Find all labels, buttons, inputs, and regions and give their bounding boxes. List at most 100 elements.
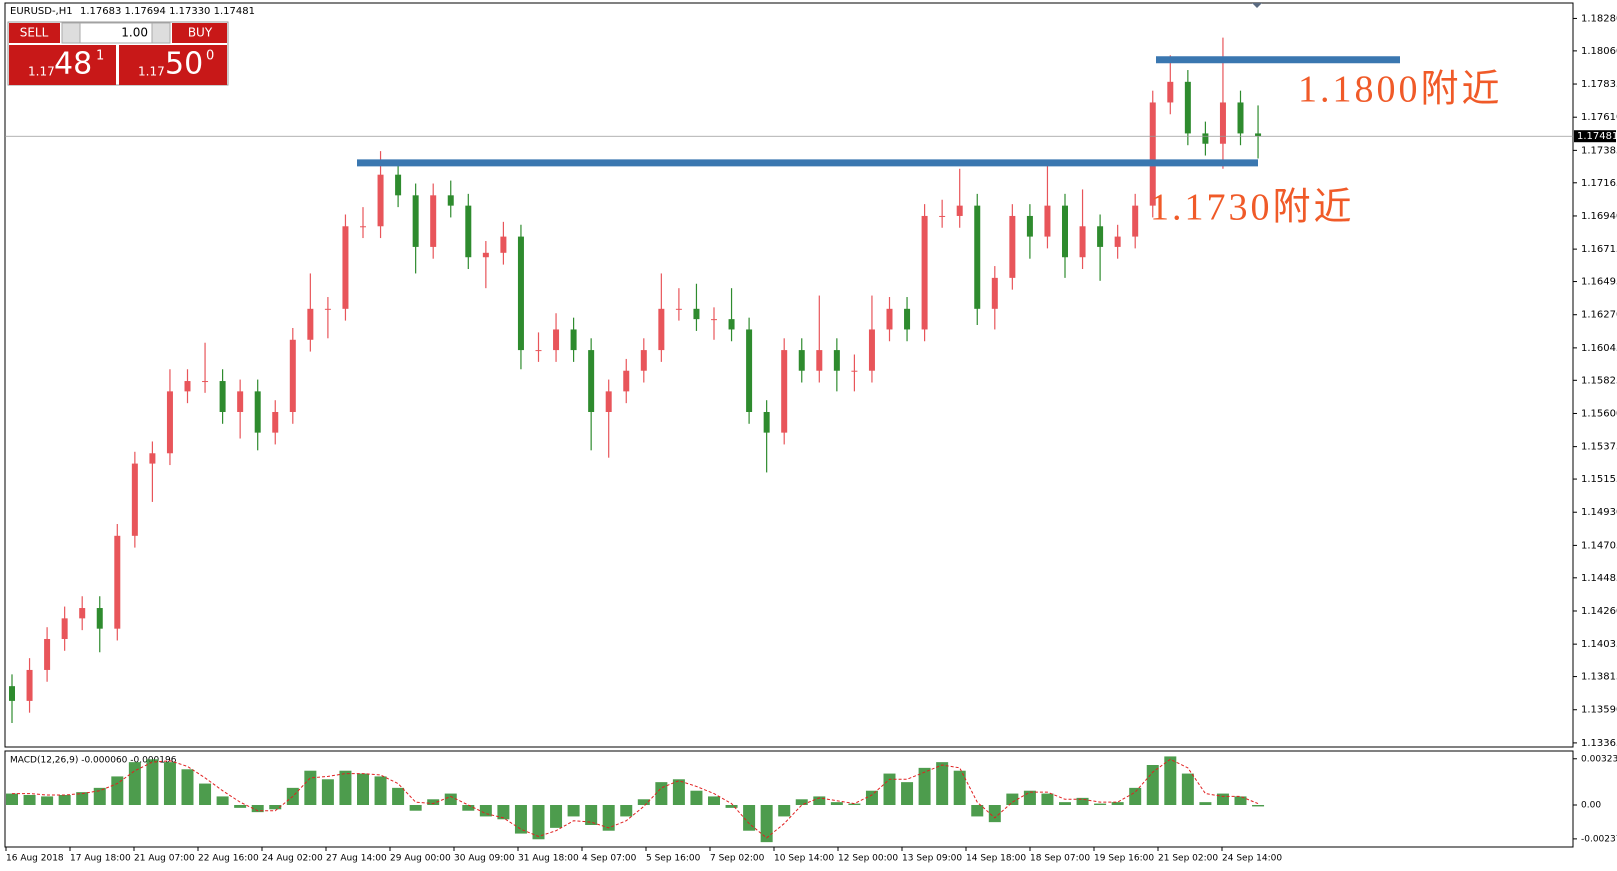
candle-body — [623, 370, 630, 392]
candle-body — [131, 463, 138, 536]
candle-body — [693, 308, 700, 320]
macd-bar — [760, 805, 773, 843]
y-tick-label: 1.16270 — [1581, 310, 1617, 321]
macd-bar — [6, 793, 18, 805]
y-tick-label: 1.14705 — [1581, 540, 1617, 551]
macd-bar — [216, 796, 229, 805]
y-tick-label: 1.17385 — [1581, 145, 1617, 156]
macd-bar — [848, 803, 861, 805]
candle-body — [272, 411, 279, 433]
macd-bar — [41, 796, 54, 805]
candle-body — [553, 329, 560, 351]
x-tick-label: 24 Sep 14:00 — [1222, 854, 1282, 864]
candle-body — [816, 350, 823, 371]
candle-body — [9, 686, 15, 701]
macd-bar — [1111, 802, 1124, 805]
macd-bar — [1181, 773, 1194, 805]
symbol: EURUSD-,H1 — [10, 6, 73, 17]
macd-bar — [1129, 787, 1142, 805]
macd-bar — [602, 805, 615, 831]
x-tick-label: 5 Sep 16:00 — [646, 854, 701, 864]
macd-bar — [392, 787, 405, 805]
x-tick-label: 22 Aug 16:00 — [198, 854, 259, 864]
x-tick-label: 10 Sep 14:00 — [774, 854, 834, 864]
x-tick-label: 21 Aug 07:00 — [134, 854, 195, 864]
macd-bar — [251, 805, 264, 813]
bid-big[interactable]: 1.17 — [28, 65, 55, 79]
candle-body — [1097, 226, 1104, 247]
x-tick-label: 16 Aug 2018 — [6, 854, 64, 864]
candle-body — [149, 453, 156, 464]
macd-bar — [1094, 803, 1107, 805]
macd-bar — [1059, 802, 1071, 805]
candle-body — [1237, 102, 1244, 134]
macd-bar — [357, 773, 369, 805]
lot-value[interactable]: 1.00 — [121, 26, 148, 40]
x-tick-label: 27 Aug 14:00 — [326, 854, 387, 864]
ask-frac[interactable]: 0 — [206, 49, 214, 64]
macd-y-tick-label: 0.00 — [1581, 801, 1601, 811]
candle-body — [342, 226, 349, 309]
candle-body — [430, 195, 437, 247]
macd-bar — [532, 805, 545, 840]
candle-body — [675, 308, 682, 310]
y-tick-label: 1.14035 — [1581, 639, 1617, 650]
macd-bar — [514, 805, 527, 834]
candle-body — [921, 215, 928, 330]
macd-bar — [1041, 793, 1054, 805]
macd-bar — [865, 790, 878, 805]
macd-bar — [883, 773, 896, 805]
candle-body — [746, 329, 753, 412]
candle-body — [728, 319, 735, 330]
macd-bar — [971, 805, 984, 817]
sell-button[interactable] — [9, 23, 60, 43]
macd-bar — [163, 762, 176, 805]
candle-body — [1255, 133, 1262, 137]
macd-bar — [637, 799, 650, 805]
x-tick-label: 13 Sep 09:00 — [902, 854, 962, 864]
macd-bar — [304, 770, 317, 805]
macd-y-tick-label: -0.002371 — [1581, 834, 1617, 844]
candle-body — [254, 391, 261, 433]
candle-body — [658, 308, 665, 351]
candle-body — [904, 308, 911, 330]
macd-bar — [462, 805, 475, 811]
y-tick-label: 1.18280 — [1581, 13, 1617, 24]
y-tick-label: 1.15825 — [1581, 375, 1617, 386]
candle-body — [517, 236, 524, 351]
macd-bar — [708, 796, 720, 805]
sell-label[interactable]: SELL — [20, 26, 49, 40]
macd-bar — [1023, 790, 1036, 805]
current-price-box — [1574, 130, 1616, 143]
buy-button[interactable] — [172, 23, 227, 43]
y-tick-label: 1.14260 — [1581, 606, 1617, 617]
main-frame — [4, 2, 1574, 748]
x-tick-label: 7 Sep 02:00 — [710, 854, 765, 864]
y-tick-label: 1.15600 — [1581, 408, 1617, 419]
bid-frac[interactable]: 1 — [96, 49, 104, 64]
y-tick-label: 1.16940 — [1581, 211, 1617, 222]
lot-up[interactable] — [151, 22, 171, 44]
y-tick-label: 1.17165 — [1581, 178, 1617, 189]
ask-big[interactable]: 1.17 — [138, 65, 165, 79]
candle-body — [763, 411, 770, 433]
one-click-panel: SELL 1.00 BUY 1.17 48 1 1.17 50 0 — [7, 21, 229, 86]
lot-down[interactable] — [61, 22, 81, 44]
candle-body — [1009, 215, 1016, 278]
macd-bar — [199, 783, 212, 805]
bid-box[interactable] — [9, 45, 116, 85]
macd-bar — [778, 805, 791, 817]
macd-bar — [1252, 805, 1265, 807]
y-tick-label: 1.14930 — [1581, 507, 1617, 518]
y-tick-label: 1.18060 — [1581, 46, 1617, 57]
bid-pips[interactable]: 48 — [54, 47, 92, 82]
ask-pips[interactable]: 50 — [165, 47, 203, 82]
x-tick-label: 17 Aug 18:00 — [70, 854, 131, 864]
macd-bar — [409, 805, 422, 811]
ask-box[interactable] — [119, 45, 227, 85]
macd-y-tick-label: 0.003236 — [1581, 754, 1617, 764]
y-tick-label: 1.16715 — [1581, 244, 1617, 255]
candle-body — [798, 350, 805, 371]
shift-marker — [1252, 3, 1262, 8]
buy-label[interactable]: BUY — [188, 26, 213, 40]
